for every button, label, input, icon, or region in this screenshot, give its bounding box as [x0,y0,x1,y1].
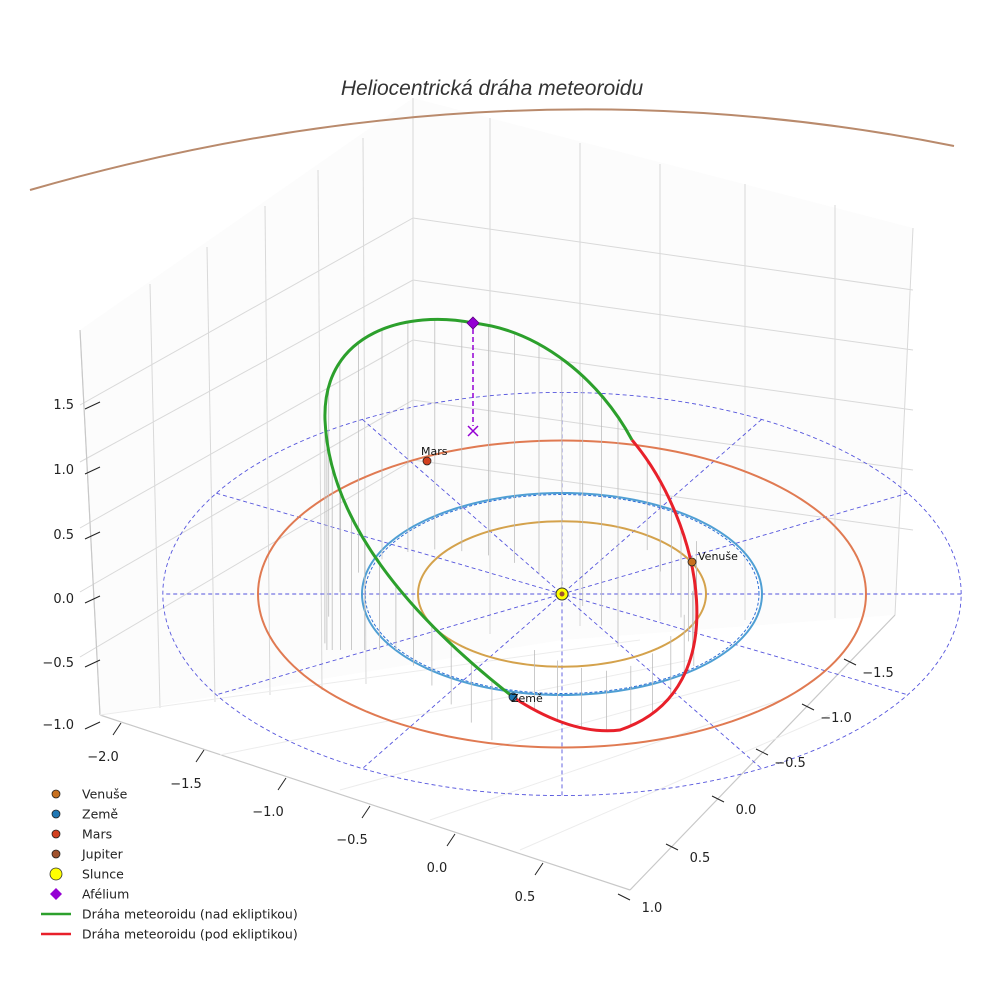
orbit-1 [360,491,763,697]
grid-line [79,339,914,529]
y-tick-mark [711,795,725,803]
meteoroid-drop-lines [324,319,697,741]
z-tick-mark [84,595,101,604]
legend-label-3: Jupiter [81,847,124,862]
x-tick-mark [195,749,205,763]
grid-line [149,283,161,709]
x-tick-label: 0.5 [515,890,536,905]
x-tick-label: −2.0 [87,750,119,765]
z-tick-label: 0.0 [53,592,74,607]
floor-grid-line [219,659,691,756]
y-tick-mark [801,703,815,711]
z-tick-mark [84,466,101,475]
y-tick-mark [665,843,679,851]
x-tick-label: −1.5 [170,777,202,792]
grid-line [79,399,914,593]
x-tick-mark [446,833,456,847]
legend-label-0: Venuše [82,787,128,802]
orbit-jupiter [29,108,955,191]
planet-label-0: Venuše [698,550,738,563]
z-tick-mark [84,531,101,540]
legend: Venuše Země Mars Jupiter Slunce Afélium Dráha … [41,787,298,942]
y-tick-label: −1.0 [820,711,852,726]
grid-line [894,227,914,616]
x-tick-label: −1.0 [252,805,284,820]
axis-line-z [79,329,101,716]
legend-marker-2 [51,829,61,839]
z-tick-mark [84,659,101,668]
axis-line-x [99,714,631,891]
x-tick-label: −0.5 [336,833,368,848]
planet-label-2: Mars [421,445,448,458]
marker-1 [508,692,518,702]
legend-label-1: Země [82,807,118,822]
z-tick-label: −0.5 [42,656,74,671]
aphelion-projection-marker [467,425,479,437]
legend-marker-0 [51,789,61,799]
legend-marker-1 [51,809,61,819]
z-tick-mark [84,401,101,410]
floor-grid-line [429,699,781,821]
z-tick-label: −1.0 [42,718,74,733]
legend-label-2: Mars [82,827,112,842]
orbit-2 [256,439,867,749]
floor-grid-line [99,639,641,716]
y-tick-label: 1.0 [642,901,663,916]
marker-jupiter [559,591,565,597]
legend-label-5: Afélium [82,887,129,902]
marker-2 [422,456,432,466]
legend-label-7: Dráha meteoroidu (pod ekliptikou) [82,927,298,942]
x-tick-mark [361,805,371,819]
z-tick-mark [84,721,101,730]
floor-grid-line [519,714,831,851]
grid-line [206,246,216,703]
legend-marker-5 [50,888,62,900]
meteoroid-below [512,439,699,733]
y-tick-label: −0.5 [774,756,806,771]
meteoroid-orbit [323,317,699,733]
legend-marker-3 [51,849,61,859]
y-tick-mark [843,658,857,666]
grid-line [317,169,323,691]
reference-spoke [362,419,762,769]
body-markers: Venuše Země Mars [421,316,738,705]
y-tick-label: −1.5 [862,666,894,681]
y-tick-mark [755,748,769,756]
y-tick-label: 0.5 [690,851,711,866]
orbit-earth-dashed [364,494,760,694]
orbit-0 [416,520,707,668]
z-tick-label: 1.0 [53,463,74,478]
meteoroid-above [323,317,634,699]
x-tick-label: 0.0 [427,861,448,876]
grid-line [79,279,914,463]
y-tick-mark [617,893,631,901]
x-tick-mark [534,862,544,876]
z-tick-label: 0.5 [53,528,74,543]
grid-line [79,217,914,406]
legend-marker-4 [49,867,63,881]
pane-grid [79,98,914,891]
planet-label-1: Země [511,692,543,705]
x-tick-mark [112,722,122,736]
planet-orbits [29,108,955,749]
grid-line [264,205,271,696]
reference-spoke [362,419,762,769]
axis-ticks: −1.0 −0.5 0.0 0.5 1.0 1.5 −2.0 −1.5 −1.0 −0.5 0.0 0… [42,398,893,916]
y-tick-label: 0.0 [736,803,757,818]
floor-grid-line [339,679,741,791]
legend-label-4: Slunce [82,867,124,882]
legend-label-6: Dráha meteoroidu (nad ekliptikou) [82,907,298,922]
chart-title: Heliocentrická dráha meteoroidu [341,77,644,100]
z-tick-label: 1.5 [53,398,74,413]
pane-back [80,98,913,715]
marker-0 [687,557,697,567]
x-tick-mark [277,777,287,791]
